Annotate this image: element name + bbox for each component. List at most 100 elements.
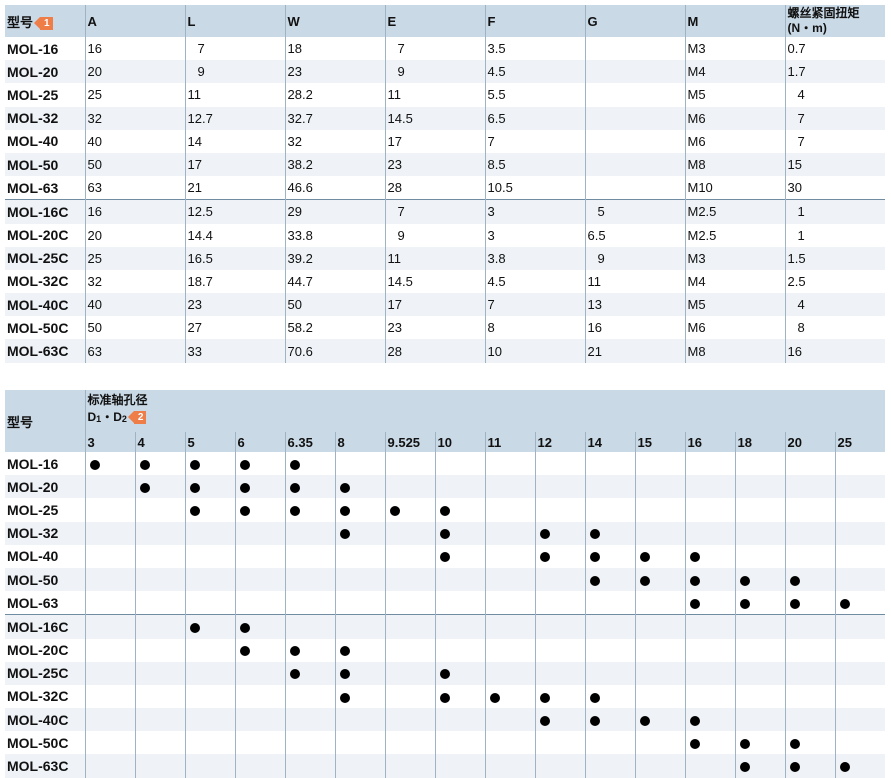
- bore-cell: [384, 521, 435, 545]
- value-l: 12.5: [184, 199, 285, 224]
- bore-cell: [484, 521, 535, 545]
- bore-cell: [134, 452, 185, 476]
- bore-cell: [734, 452, 785, 476]
- available-dot-icon: [189, 459, 200, 470]
- value-w: 38.2: [284, 152, 385, 177]
- bore-cell: [734, 521, 785, 545]
- available-dot-icon: [739, 575, 750, 586]
- value-g: 9: [584, 246, 685, 270]
- model-name: MOL-40: [7, 548, 59, 565]
- bore-cell: [734, 475, 785, 499]
- value-m: M6: [684, 129, 785, 153]
- available-dot-icon: [439, 669, 450, 680]
- bore-cell: [234, 614, 285, 639]
- bore-cell: [584, 708, 635, 732]
- model-name: MOL-20: [5, 475, 85, 499]
- value-a: 20: [84, 60, 185, 84]
- bore-cell: [134, 661, 185, 685]
- bore-cell: [134, 614, 185, 639]
- bore-cell: [634, 638, 685, 662]
- value-a: 32: [84, 106, 185, 130]
- available-dot-icon: [89, 459, 100, 470]
- value-g: 6.5: [584, 223, 685, 247]
- bore-size-table: 型号 标准轴孔径 D1・D2 2 3 4 5 6 6.35 8 9.525 10 11 12 14 15…: [5, 390, 885, 778]
- bore-cell: [84, 567, 135, 592]
- dimension-row: MOL-40C 40 23 50 17 7 13 M5 4: [5, 293, 885, 317]
- bore-cell: [634, 452, 685, 476]
- col-header-w: W: [284, 5, 385, 37]
- bore-cell: [234, 544, 285, 568]
- col-header-e: E: [384, 5, 485, 37]
- model-name: MOL-20C: [7, 227, 69, 244]
- bore-cell: [84, 754, 135, 778]
- bore-cell: [684, 475, 735, 499]
- bore-row: MOL-32C: [5, 684, 885, 709]
- col-header-g: G: [584, 5, 685, 37]
- bore-size-6: 6: [234, 432, 285, 452]
- value-l: 7: [184, 37, 285, 61]
- bore-size-8: 8: [334, 432, 385, 452]
- value-e: 14.5: [384, 269, 485, 294]
- bore-cell: [334, 731, 385, 755]
- model-name: MOL-16: [7, 40, 59, 57]
- model-name: MOL-20C: [7, 642, 69, 659]
- bore-cell: [384, 567, 435, 592]
- bore-cell: [384, 475, 435, 499]
- bore-cell: [534, 567, 585, 592]
- model-name: MOL-32: [5, 106, 85, 130]
- bore-cell: [534, 521, 585, 545]
- bore-subtitle: D1・D2 2: [88, 409, 886, 428]
- dimension-row: MOL-63C 63 33 70.6 28 10 21 M8 16: [5, 339, 885, 363]
- bore-cell: [734, 591, 785, 615]
- dimension-header-row: 型号 1 A L W E F G M 螺丝紧固扭矩 (N・m): [5, 5, 885, 37]
- available-dot-icon: [239, 646, 250, 657]
- dimension-row: MOL-20 20 9 23 9 4.5 M4 1.7: [5, 60, 885, 84]
- bore-cell: [684, 638, 735, 662]
- value-w: 50: [284, 293, 385, 317]
- value-m: M8: [684, 339, 785, 363]
- value-e: 17: [384, 129, 485, 153]
- bore-cell: [384, 498, 435, 522]
- bore-cell: [434, 684, 485, 709]
- bore-row: MOL-40C: [5, 708, 885, 732]
- bore-cell: [784, 498, 835, 522]
- bore-cell: [784, 452, 835, 476]
- available-dot-icon: [789, 598, 800, 609]
- bore-cell: [434, 498, 485, 522]
- bore-cell: [734, 731, 785, 755]
- bore-cell: [284, 544, 335, 568]
- bore-row: MOL-32: [5, 521, 885, 545]
- bore-cell: [784, 731, 835, 755]
- bore-cell: [534, 638, 585, 662]
- value-l: 16.5: [184, 246, 285, 270]
- bore-cell: [284, 521, 335, 545]
- bore-cell: [184, 661, 235, 685]
- bore-cell: [284, 452, 335, 476]
- torque-header-line1: 螺丝紧固扭矩: [787, 6, 860, 20]
- bore-cell: [184, 708, 235, 732]
- value-t: 0.7: [784, 37, 885, 61]
- value-g: [584, 60, 685, 84]
- bore-cell: [834, 614, 885, 639]
- model-name: MOL-25C: [5, 661, 85, 685]
- bore-cell: [684, 754, 735, 778]
- bore-cell: [734, 614, 785, 639]
- value-l: 33: [184, 339, 285, 363]
- bore-cell: [234, 638, 285, 662]
- bore-cell: [634, 731, 685, 755]
- bore-cell: [634, 591, 685, 615]
- value-t: 4: [784, 293, 885, 317]
- note-badge-1: 1: [34, 16, 53, 30]
- bore-cell: [284, 661, 335, 685]
- bore-cell: [84, 731, 135, 755]
- available-dot-icon: [689, 738, 700, 749]
- available-dot-icon: [239, 459, 250, 470]
- bore-cell: [384, 684, 435, 709]
- bore-cell: [584, 614, 635, 639]
- bore-cell: [784, 684, 835, 709]
- bore-cell: [484, 731, 535, 755]
- bore-size-12: 12: [534, 432, 585, 452]
- value-t: 7: [784, 129, 885, 153]
- bore-cell: [434, 638, 485, 662]
- torque-header-line2: (N・m): [787, 21, 827, 35]
